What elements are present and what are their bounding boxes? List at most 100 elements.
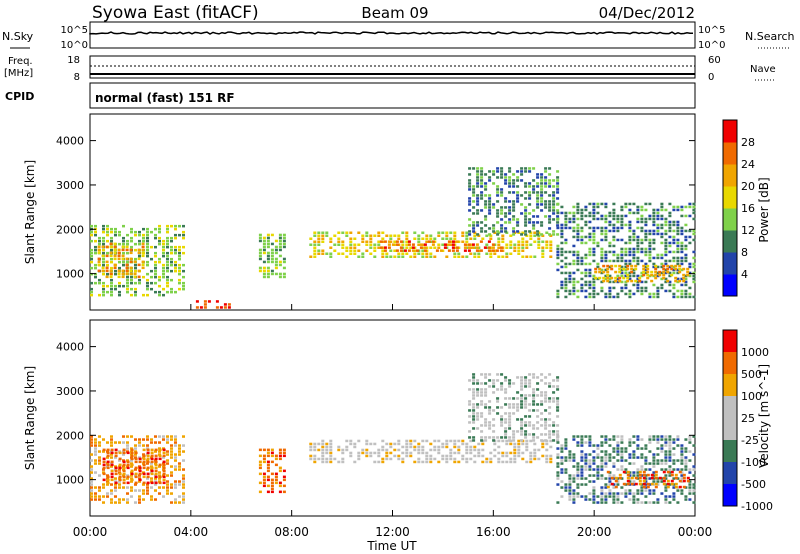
data-cell: [640, 226, 644, 230]
data-cell: [638, 470, 642, 474]
data-cell: [660, 492, 664, 495]
data-cell: [369, 234, 373, 237]
data-cell: [134, 481, 138, 485]
data-cell: [130, 454, 134, 458]
data-cell: [166, 483, 169, 486]
data-cell: [114, 466, 118, 470]
data-cell: [509, 243, 513, 246]
data-cell: [365, 231, 369, 234]
data-cell: [469, 237, 473, 240]
data-cell: [668, 459, 672, 462]
data-cell: [692, 232, 696, 236]
data-cell: [560, 229, 564, 233]
data-cell: [266, 484, 270, 488]
data-cell: [604, 259, 608, 263]
data-cell: [600, 492, 604, 495]
data-cell: [142, 492, 145, 495]
data-cell: [385, 255, 389, 258]
data-cell: [524, 206, 528, 209]
data-cell: [321, 445, 325, 449]
data-cell: [509, 457, 513, 461]
nsearch-tick-top: 10^5: [698, 25, 725, 36]
data-cell: [608, 241, 612, 245]
data-cell: [118, 242, 121, 246]
data-cell: [600, 253, 604, 257]
data-cell: [588, 492, 592, 495]
data-cell: [266, 454, 270, 458]
data-cell: [612, 238, 616, 242]
data-cell: [604, 462, 608, 465]
data-cell: [612, 465, 616, 468]
data-cell: [572, 453, 576, 456]
data-cell: [393, 234, 397, 237]
data-cell: [457, 252, 461, 255]
data-cell: [544, 433, 548, 436]
data-cell: [150, 472, 154, 476]
data-cell: [521, 451, 525, 455]
data-cell: [616, 280, 620, 284]
data-cell: [118, 468, 121, 471]
data-cell: [644, 501, 648, 504]
power-ylabel: Slant Range [km]: [23, 160, 37, 264]
data-cell: [610, 476, 614, 480]
data-cell: [644, 480, 648, 483]
data-cell: [94, 251, 97, 255]
data-cell: [572, 229, 576, 233]
data-cell: [379, 246, 383, 249]
data-cell: [612, 438, 616, 441]
data-cell: [596, 226, 600, 230]
data-cell: [174, 245, 177, 249]
data-cell: [588, 280, 592, 284]
data-cell: [674, 267, 678, 271]
data-cell: [672, 286, 676, 290]
data-cell: [552, 385, 556, 388]
data-cell: [556, 202, 560, 206]
data-cell: [465, 451, 469, 455]
data-cell: [572, 477, 576, 480]
data-cell: [536, 388, 540, 391]
data-cell: [528, 385, 532, 388]
data-cell: [568, 277, 572, 281]
data-cell: [142, 454, 146, 458]
data-cell: [652, 256, 656, 260]
data-cell: [540, 224, 544, 227]
data-cell: [632, 235, 636, 239]
data-cell: [98, 495, 101, 498]
data-cell: [656, 256, 660, 260]
data-cell: [469, 451, 473, 455]
data-cell: [126, 501, 129, 504]
data-cell: [166, 441, 169, 444]
data-cell: [648, 247, 652, 251]
data-cell: [616, 220, 620, 224]
data-cell: [270, 269, 274, 273]
data-cell: [437, 439, 441, 443]
data-cell: [182, 477, 185, 480]
data-cell: [317, 249, 321, 252]
data-cell: [484, 373, 488, 376]
data-cell: [572, 205, 576, 209]
data-cell: [270, 460, 274, 464]
data-cell: [445, 445, 449, 449]
data-cell: [497, 237, 501, 240]
data-cell: [676, 477, 680, 480]
data-cell: [640, 456, 644, 459]
data-cell: [664, 459, 668, 462]
data-cell: [598, 276, 602, 280]
data-cell: [508, 415, 512, 418]
data-cell: [477, 234, 481, 237]
data-cell: [616, 480, 620, 483]
data-cell: [516, 397, 520, 400]
data-cell: [496, 221, 500, 224]
data-cell: [620, 268, 624, 272]
data-cell: [644, 229, 648, 233]
data-cell: [628, 238, 632, 242]
data-cell: [317, 457, 321, 461]
data-cell: [345, 448, 349, 452]
data-cell: [154, 448, 158, 452]
data-cell: [594, 276, 598, 280]
data-cell: [624, 271, 628, 275]
data-cell: [668, 274, 672, 278]
colorbar-segment: [723, 208, 737, 231]
data-cell: [688, 241, 692, 245]
data-cell: [628, 471, 632, 474]
